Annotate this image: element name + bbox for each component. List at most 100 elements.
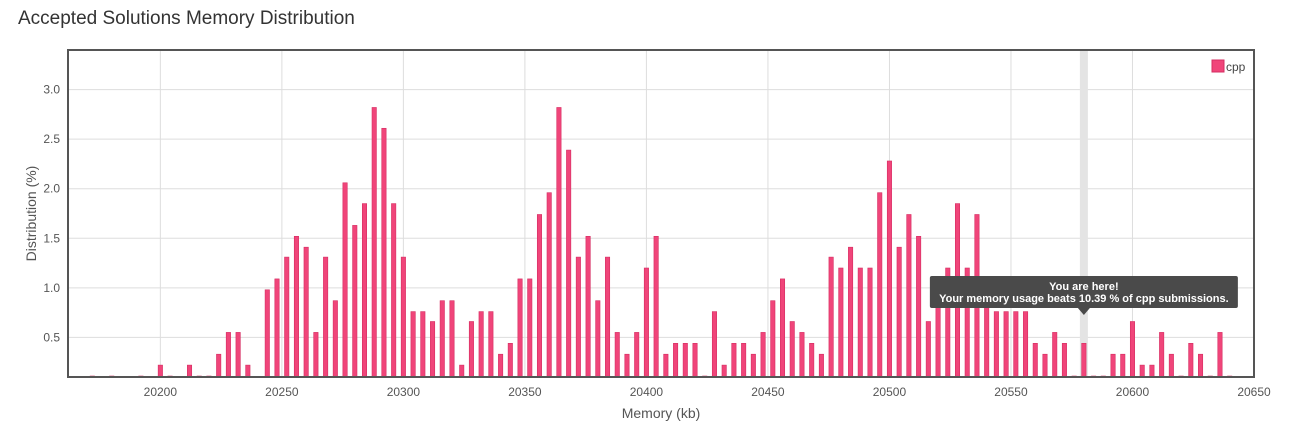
bar[interactable] — [877, 192, 883, 378]
bar[interactable] — [1129, 321, 1135, 378]
bar[interactable] — [527, 278, 533, 378]
bar[interactable] — [488, 311, 494, 378]
bar[interactable] — [342, 182, 348, 378]
bar[interactable] — [741, 343, 747, 378]
bar[interactable] — [381, 127, 387, 378]
bar[interactable] — [925, 321, 931, 378]
bar[interactable] — [1198, 353, 1204, 378]
bar[interactable] — [439, 300, 445, 378]
x-tick-label: 20550 — [994, 385, 1028, 399]
tooltip-body: Your memory usage beats 10.39 % of cpp s… — [939, 293, 1229, 305]
bar[interactable] — [663, 353, 669, 378]
bar[interactable] — [517, 278, 523, 378]
bar[interactable] — [216, 353, 222, 378]
bar[interactable] — [187, 364, 193, 378]
bar[interactable] — [809, 343, 815, 378]
bar[interactable] — [536, 214, 542, 378]
bar[interactable] — [468, 321, 474, 378]
bar[interactable] — [1188, 343, 1194, 378]
bar[interactable] — [916, 235, 922, 378]
bar[interactable] — [566, 149, 572, 378]
bar[interactable] — [1168, 353, 1174, 378]
bar[interactable] — [556, 107, 562, 378]
bar[interactable] — [780, 278, 786, 378]
bar[interactable] — [1110, 353, 1116, 378]
bar[interactable] — [1061, 343, 1067, 378]
bar[interactable] — [225, 332, 231, 378]
bar[interactable] — [682, 343, 688, 378]
bar[interactable] — [818, 353, 824, 378]
bar[interactable] — [770, 300, 776, 378]
bar[interactable] — [478, 311, 484, 378]
bar[interactable] — [799, 332, 805, 378]
bar[interactable] — [711, 311, 717, 378]
legend-label-cpp: cpp — [1226, 60, 1246, 74]
bar[interactable] — [789, 321, 795, 378]
bar[interactable] — [935, 300, 941, 378]
bar[interactable] — [993, 311, 999, 378]
bar[interactable] — [614, 332, 620, 378]
bar[interactable] — [595, 300, 601, 378]
bar[interactable] — [653, 235, 659, 378]
bar[interactable] — [886, 160, 892, 378]
bar[interactable] — [1159, 332, 1165, 378]
bar[interactable] — [332, 300, 338, 378]
bar[interactable] — [264, 289, 270, 378]
bar[interactable] — [760, 332, 766, 378]
bar[interactable] — [1013, 311, 1019, 378]
bar[interactable] — [1052, 332, 1058, 378]
bar[interactable] — [575, 256, 581, 378]
bar[interactable] — [1032, 343, 1038, 378]
bar[interactable] — [1139, 364, 1145, 378]
bar[interactable] — [498, 353, 504, 378]
bar[interactable] — [643, 267, 649, 378]
bar[interactable] — [721, 364, 727, 378]
bar[interactable] — [906, 214, 912, 378]
bar[interactable] — [313, 332, 319, 378]
bar[interactable] — [1217, 332, 1223, 378]
bar[interactable] — [546, 192, 552, 378]
bar[interactable] — [459, 364, 465, 378]
bar[interactable] — [430, 321, 436, 378]
bar[interactable] — [896, 246, 902, 378]
bar[interactable] — [750, 353, 756, 378]
bar[interactable] — [1081, 343, 1087, 378]
bar[interactable] — [673, 343, 679, 378]
bar[interactable] — [235, 332, 241, 378]
bar[interactable] — [449, 300, 455, 378]
bar[interactable] — [692, 343, 698, 378]
bar[interactable] — [867, 267, 873, 378]
bar[interactable] — [323, 256, 329, 378]
bar[interactable] — [1003, 311, 1009, 378]
bar[interactable] — [1149, 364, 1155, 378]
bar[interactable] — [634, 332, 640, 378]
bar[interactable] — [157, 364, 163, 378]
bar[interactable] — [507, 343, 513, 378]
bar[interactable] — [605, 256, 611, 378]
bar[interactable] — [1023, 311, 1029, 378]
bar[interactable] — [848, 246, 854, 378]
bar[interactable] — [303, 246, 309, 378]
bar[interactable] — [828, 256, 834, 378]
bar[interactable] — [731, 343, 737, 378]
bar[interactable] — [624, 353, 630, 378]
bar[interactable] — [352, 225, 358, 378]
bar[interactable] — [293, 235, 299, 378]
bar[interactable] — [371, 107, 377, 378]
bar[interactable] — [1120, 353, 1126, 378]
bars-layer — [89, 107, 1233, 378]
legend[interactable]: cpp — [1211, 59, 1246, 74]
bar[interactable] — [245, 364, 251, 378]
bar[interactable] — [1042, 353, 1048, 378]
bar[interactable] — [400, 256, 406, 378]
bar[interactable] — [391, 203, 397, 378]
bar[interactable] — [420, 311, 426, 378]
bar[interactable] — [410, 311, 416, 378]
bar[interactable] — [361, 203, 367, 378]
bar[interactable] — [274, 278, 280, 378]
bar[interactable] — [857, 267, 863, 378]
bar[interactable] — [838, 267, 844, 378]
bar[interactable] — [585, 235, 591, 378]
bar[interactable] — [284, 256, 290, 378]
